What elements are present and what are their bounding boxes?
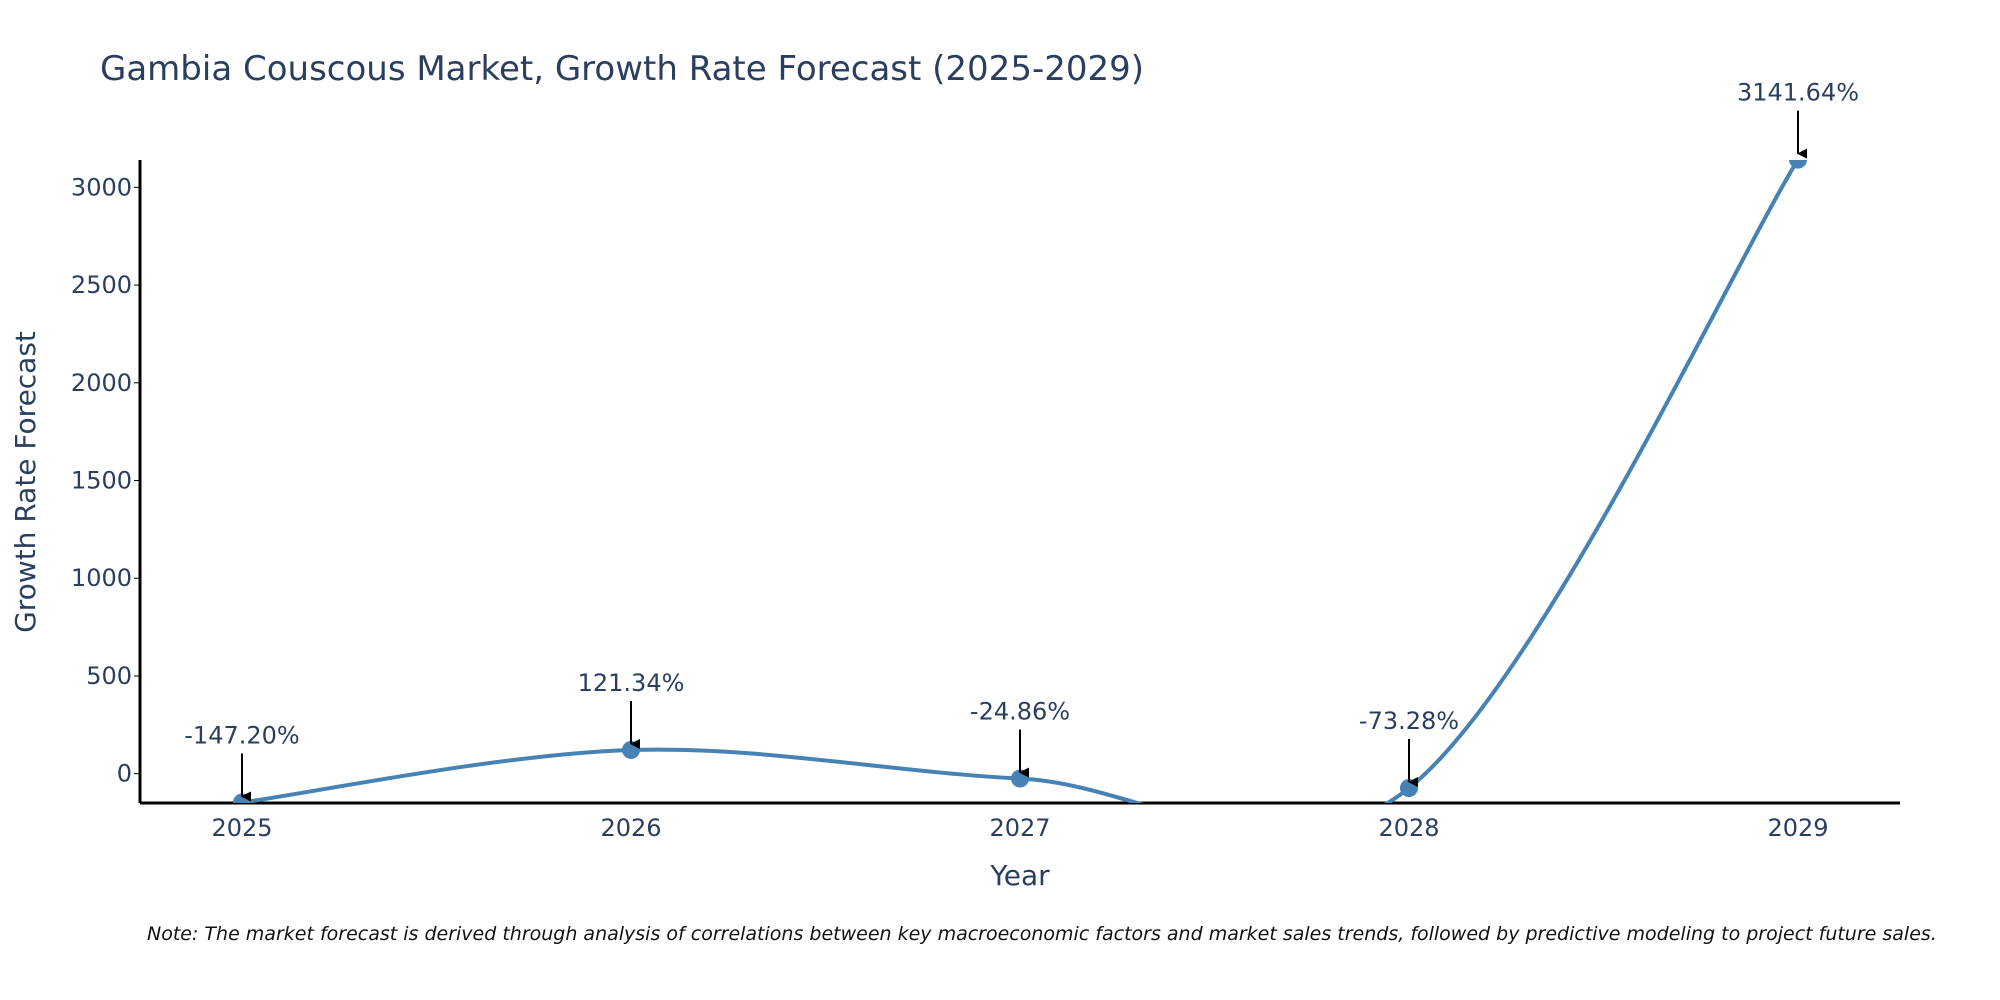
y-tick-label: 0 — [117, 760, 132, 788]
y-axis-title: Growth Rate Forecast — [9, 331, 42, 633]
chart-note: Note: The market forecast is derived thr… — [147, 923, 1937, 945]
data-label: 3141.64% — [1737, 79, 1859, 107]
data-point — [1789, 160, 1807, 169]
y-tick-label: 1500 — [71, 467, 132, 495]
x-tick-label: 2028 — [1378, 814, 1439, 842]
x-tick-label: 2027 — [989, 814, 1050, 842]
x-tick-label: 2029 — [1767, 814, 1828, 842]
y-axis-ticks: 0 500 1000 1500 2000 2500 3000 — [71, 173, 140, 788]
x-tick-label: 2025 — [211, 814, 272, 842]
data-annotations: -147.20% 121.34% -24.86% -73.28% 3141.64% — [184, 79, 1859, 802]
data-label: -73.28% — [1359, 707, 1459, 735]
data-label: -147.20% — [184, 721, 299, 749]
y-tick-label: 3000 — [71, 173, 132, 201]
x-axis-title: Year — [989, 859, 1050, 892]
chart-title: Gambia Couscous Market, Growth Rate Fore… — [100, 49, 1144, 89]
y-tick-label: 2500 — [71, 271, 132, 299]
y-tick-label: 1000 — [71, 564, 132, 592]
series-line — [241, 160, 1800, 803]
x-axis-ticks: 2025 2026 2027 2028 2029 — [211, 814, 1828, 842]
y-tick-label: 2000 — [71, 369, 132, 397]
y-tick-label: 500 — [86, 662, 132, 690]
x-tick-label: 2026 — [600, 814, 661, 842]
data-label: -24.86% — [970, 698, 1070, 726]
data-label: 121.34% — [578, 669, 685, 697]
